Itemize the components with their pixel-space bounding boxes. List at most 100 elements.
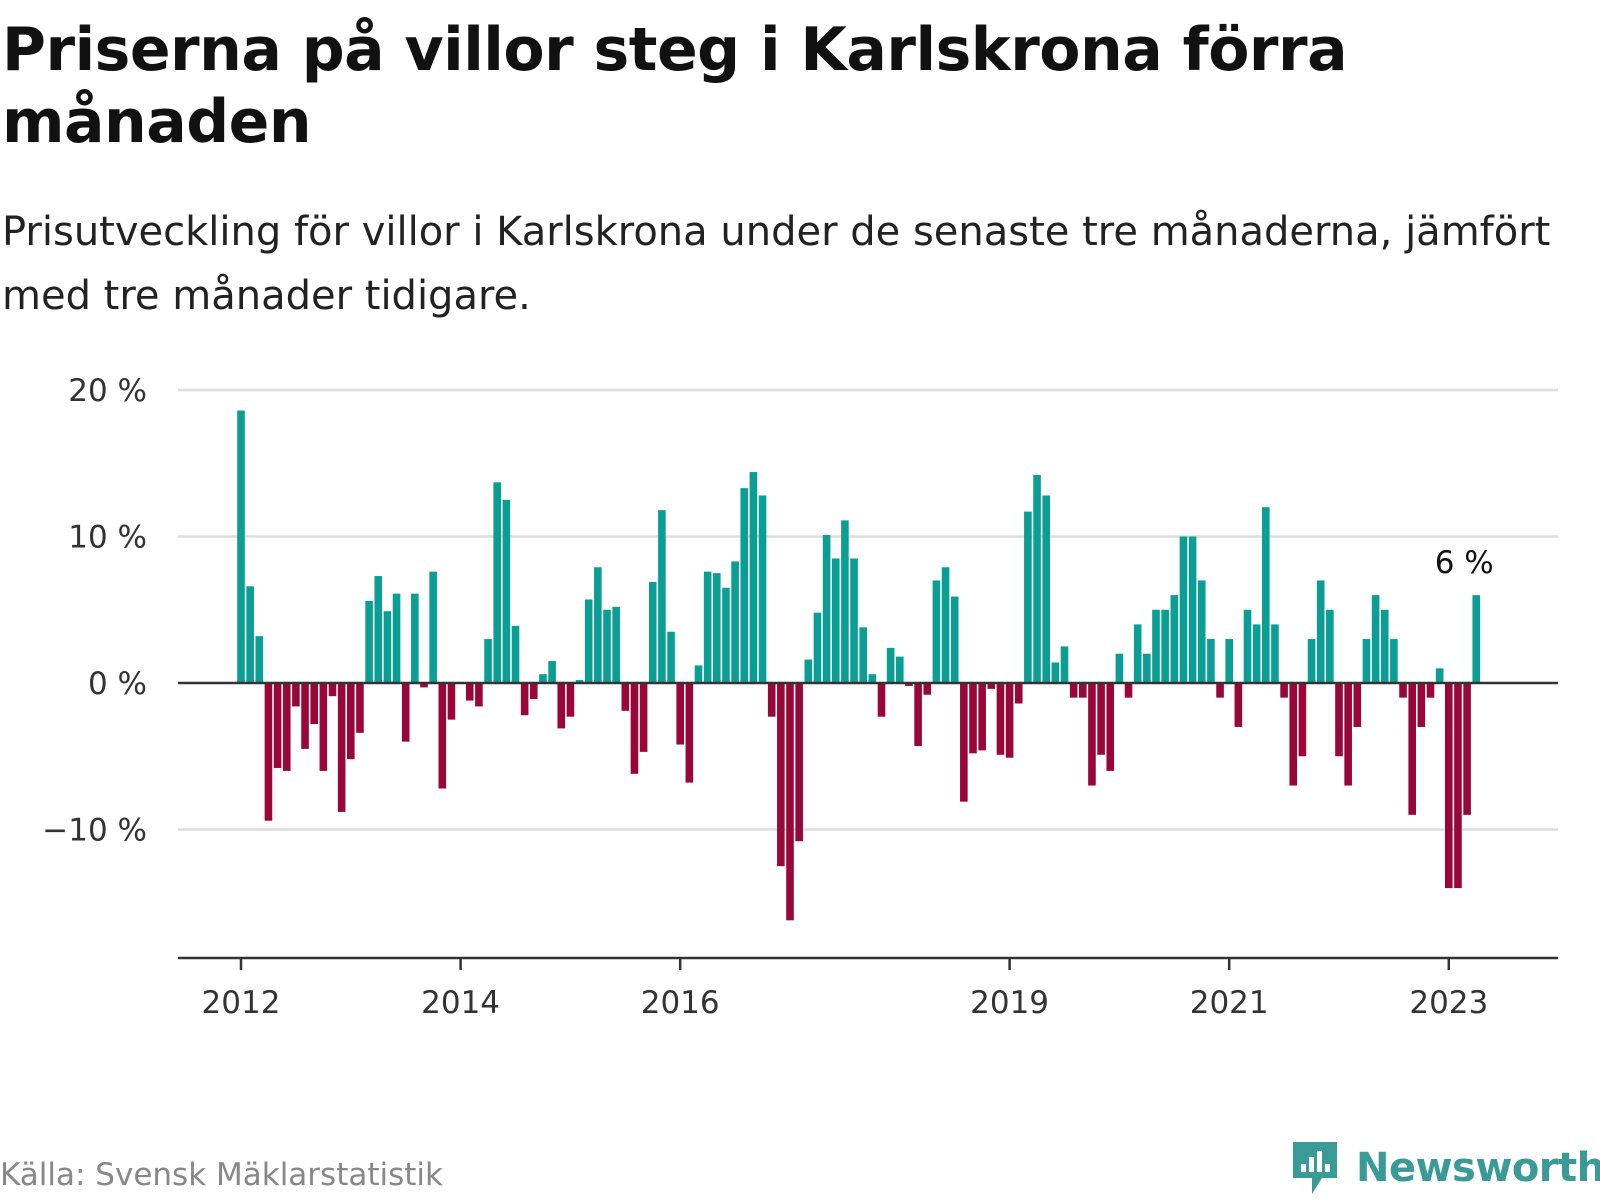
bar: [676, 683, 684, 745]
bar: [356, 683, 364, 733]
bar: [301, 683, 309, 749]
bar: [594, 567, 602, 683]
bar: [1079, 683, 1087, 698]
bar: [1399, 683, 1407, 698]
bar: [1216, 683, 1224, 698]
bar: [1408, 683, 1416, 815]
bar: [1234, 683, 1243, 727]
bar: [566, 683, 575, 717]
bar: [1445, 683, 1453, 889]
bar: [557, 683, 566, 729]
bar: [1344, 683, 1352, 786]
bar: [420, 683, 428, 688]
bar: [392, 593, 401, 683]
x-tick-label: 2023: [1409, 985, 1488, 1020]
bar: [731, 561, 739, 683]
bar: [923, 683, 932, 695]
bar: [813, 612, 822, 683]
x-tick-label: 2014: [421, 985, 500, 1020]
bar: [639, 683, 648, 752]
bar: [703, 571, 712, 683]
bar: [1426, 683, 1435, 698]
bar: [539, 674, 547, 683]
bar: [1143, 653, 1151, 683]
bar: [401, 683, 410, 742]
bar: [786, 683, 794, 921]
bar: [1371, 595, 1380, 683]
bar: [886, 647, 895, 683]
brand-name: Newsworthy: [1356, 1145, 1600, 1191]
bar: [804, 659, 813, 683]
bar: [530, 683, 538, 700]
bar: [1207, 639, 1215, 683]
bar: [237, 410, 245, 683]
x-axis: 2012 2014 2016 2019 2021 2023: [178, 681, 1558, 1020]
newsworthy-logo-icon: [1293, 1142, 1337, 1194]
source-note: Källa: Svensk Mäklarstatistik: [0, 1157, 443, 1193]
bar: [1390, 639, 1398, 683]
bar: [1161, 609, 1169, 683]
bar: [1271, 624, 1279, 683]
bar: [447, 683, 456, 720]
bar: [1380, 609, 1389, 683]
bar: [868, 674, 877, 683]
bar: [328, 683, 337, 697]
chart-subtitle: Prisutveckling för villor i Karlskrona u…: [2, 209, 1551, 319]
x-tick-label: 2016: [641, 985, 720, 1020]
bar: [520, 683, 529, 716]
bar: [1326, 609, 1334, 683]
bar: [365, 600, 373, 683]
bar: [255, 636, 264, 683]
y-tick-label: 20 %: [68, 373, 147, 409]
bar: [612, 606, 620, 683]
bar: [246, 586, 254, 683]
bar: [740, 488, 749, 683]
bar: [411, 593, 419, 683]
bar: [347, 683, 355, 760]
bar: [960, 683, 968, 802]
bar: [1179, 536, 1188, 683]
bar: [795, 683, 803, 842]
bar: [1362, 639, 1371, 683]
bar: [429, 571, 437, 683]
bar: [1335, 683, 1343, 757]
gridlines: [178, 388, 1558, 831]
bar: [1225, 639, 1233, 683]
bar: [548, 661, 556, 683]
x-tick-label: 2019: [970, 985, 1049, 1020]
bar: [475, 683, 483, 707]
bar: [1243, 609, 1252, 683]
bar: [914, 683, 922, 746]
bars: [237, 410, 1481, 921]
bar: [941, 567, 950, 683]
bar: [1088, 683, 1096, 786]
bar: [932, 580, 941, 683]
y-tick-label: −10 %: [42, 813, 147, 849]
bar: [374, 576, 383, 683]
brand-logo[interactable]: Newsworthy: [1290, 1138, 1600, 1198]
bar: [758, 495, 767, 683]
bar: [713, 573, 721, 684]
bar: [896, 656, 904, 683]
bar: [1115, 653, 1124, 683]
bar: [1069, 683, 1078, 698]
bar: [1262, 507, 1270, 683]
bar: [621, 683, 630, 711]
bar: [905, 683, 913, 686]
bar: [1106, 683, 1115, 771]
bar: [383, 611, 392, 683]
bar: [1454, 683, 1462, 889]
chart-title: Priserna på villor steg i Karlskrona för…: [2, 15, 1348, 157]
bar: [722, 587, 730, 683]
bar: [1307, 639, 1316, 683]
bar: [1252, 624, 1261, 683]
bar: [502, 499, 511, 684]
bar: [273, 683, 282, 768]
bar: [648, 581, 657, 683]
bar: [658, 510, 666, 683]
bar: [831, 558, 840, 683]
bar: [1024, 511, 1032, 683]
bar: [978, 683, 986, 751]
bar: [1280, 683, 1288, 698]
bar: [987, 683, 996, 689]
